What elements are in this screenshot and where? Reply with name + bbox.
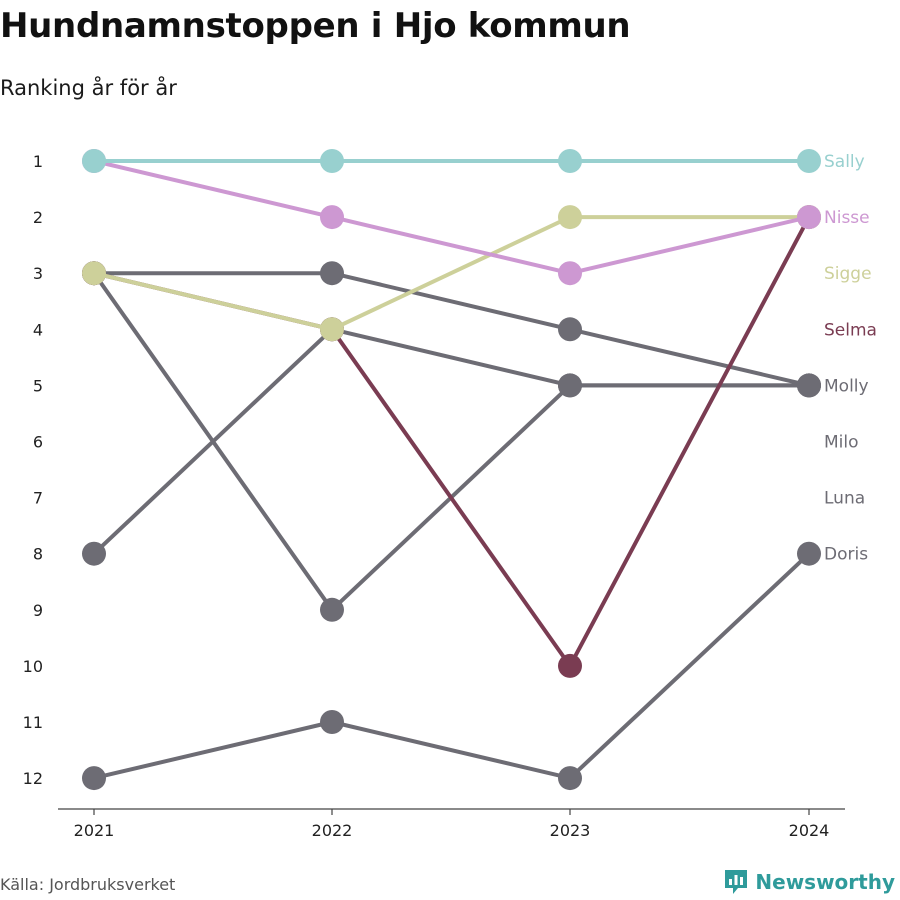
- series-label-sally: Sally: [824, 152, 865, 172]
- series-line-molly: [92, 271, 811, 388]
- series-line-sigge: [92, 215, 811, 332]
- point-milo-2023: [558, 373, 582, 398]
- brand-name: Newsworthy: [755, 870, 895, 894]
- series-line-selma: [92, 215, 811, 668]
- bump-chart: 2021 2022 2023 2024123456789101112SallyNiss…: [23, 149, 877, 840]
- point-milo-2021: [82, 541, 106, 566]
- point-sigge-2022: [320, 317, 344, 342]
- chart-title: Hundnamnstoppen i Hjo kommun: [0, 6, 631, 46]
- newsworthy-logo-icon: [725, 870, 748, 894]
- y-tick-label: 11: [23, 713, 43, 732]
- x-tick-label: 2021: [74, 821, 115, 840]
- point-molly-2024: [797, 373, 821, 398]
- point-doris-2021: [82, 766, 106, 791]
- point-nisse-2024: [797, 205, 821, 230]
- y-tick-label: 7: [33, 489, 43, 508]
- point-sally-2024: [797, 149, 821, 173]
- point-molly-2023: [558, 317, 582, 342]
- point-nisse-2023: [558, 261, 582, 286]
- x-tick-label: 2024: [789, 821, 830, 840]
- point-sigge-2023: [558, 205, 582, 230]
- y-tick-label: 6: [33, 433, 43, 452]
- series-line-doris: [92, 551, 811, 781]
- series-label-luna: Luna: [824, 489, 865, 509]
- point-sally-2021: [82, 149, 106, 173]
- x-tick-label: 2022: [312, 821, 353, 840]
- y-tick-label: 2: [33, 208, 43, 227]
- y-tick-label: 8: [33, 545, 43, 564]
- y-tick-label: 10: [23, 657, 43, 676]
- point-luna-2022: [320, 597, 344, 622]
- point-doris-2023: [558, 766, 582, 791]
- point-doris-2024: [797, 541, 821, 566]
- y-tick-label: 12: [23, 769, 43, 788]
- y-tick-label: 5: [33, 376, 43, 395]
- series-label-sigge: Sigge: [824, 264, 872, 284]
- series-line-milo: [92, 327, 811, 556]
- series-label-milo: Milo: [824, 433, 859, 453]
- y-tick-label: 3: [33, 264, 43, 283]
- point-selma-2023: [558, 653, 582, 678]
- y-tick-label: 9: [33, 601, 43, 620]
- point-sigge-2021: [82, 261, 106, 286]
- series-line-nisse: [92, 159, 811, 276]
- source-note: Källa: Jordbruksverket: [0, 875, 176, 894]
- point-doris-2022: [320, 710, 344, 734]
- newsworthy-logo[interactable]: Newsworthy: [723, 868, 895, 896]
- x-tick-label: 2023: [550, 821, 591, 840]
- series-label-selma: Selma: [824, 320, 877, 340]
- series-line-luna: [92, 271, 811, 612]
- y-tick-label: 4: [33, 320, 43, 339]
- point-sally-2023: [558, 149, 582, 173]
- series-label-doris: Doris: [824, 545, 868, 565]
- series-label-molly: Molly: [824, 376, 869, 396]
- point-nisse-2022: [320, 205, 344, 230]
- y-tick-label: 1: [33, 152, 43, 171]
- chart-subtitle: Ranking år för år: [0, 76, 177, 100]
- point-sally-2022: [320, 149, 344, 173]
- series-label-nisse: Nisse: [824, 208, 870, 228]
- point-molly-2022: [320, 261, 344, 286]
